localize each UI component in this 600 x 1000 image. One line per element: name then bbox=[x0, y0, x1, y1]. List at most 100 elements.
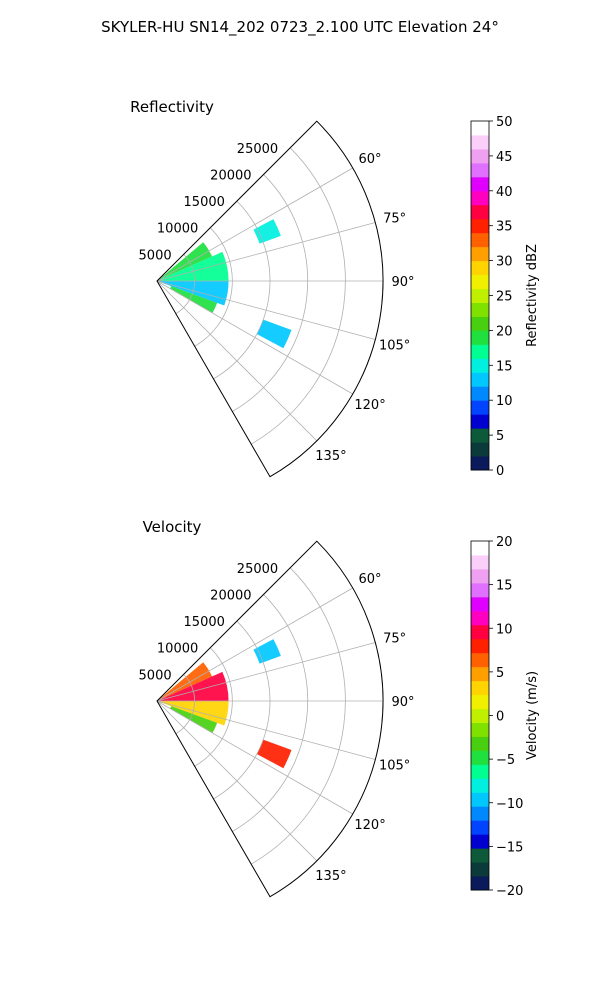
velocity-azimuth-tick-label: 120° bbox=[354, 818, 385, 833]
velocity-range-tick-label: 15000 bbox=[184, 615, 225, 630]
reflectivity-colorbar-tick-label: 35 bbox=[496, 220, 513, 235]
reflectivity-colorbar-swatch bbox=[471, 204, 489, 220]
velocity-title: Velocity bbox=[143, 518, 202, 536]
reflectivity-colorbar-tick-label: 0 bbox=[496, 464, 504, 479]
reflectivity-colorbar-tick-label: 20 bbox=[496, 324, 513, 339]
reflectivity-range-ring-0 bbox=[175, 254, 196, 314]
reflectivity-range-tick-label: 15000 bbox=[184, 195, 225, 210]
velocity-colorbar-swatch bbox=[471, 722, 489, 737]
velocity-colorbar-swatch bbox=[471, 680, 489, 696]
velocity-echo-region-4 bbox=[253, 639, 281, 664]
reflectivity-colorbar-tick-label: 45 bbox=[496, 150, 513, 165]
reflectivity-colorbar-tick-label: 5 bbox=[496, 429, 504, 444]
velocity-colorbar-swatch bbox=[471, 862, 489, 877]
velocity-azimuth-gridline-3 bbox=[156, 700, 376, 760]
reflectivity-colorbar-tick-label: 25 bbox=[496, 290, 513, 305]
velocity-azimuth-tick-label: 105° bbox=[379, 759, 410, 774]
reflectivity-range-tick-label: 25000 bbox=[237, 142, 278, 157]
reflectivity-azimuth-tick-label: 135° bbox=[315, 449, 346, 464]
velocity-azimuth-tick-label: 135° bbox=[315, 869, 346, 884]
reflectivity-sector-outline bbox=[156, 120, 384, 478]
velocity-colorbar-swatch bbox=[471, 876, 489, 891]
reflectivity-echo-region-4 bbox=[253, 219, 281, 244]
reflectivity-azimuth-gridline-0 bbox=[156, 167, 353, 282]
reflectivity-azimuth-gridline-1 bbox=[156, 222, 376, 282]
reflectivity-colorbar-swatch bbox=[471, 218, 489, 234]
velocity-azimuth-tick-label: 90° bbox=[391, 695, 414, 710]
reflectivity-azimuth-tick-label: 60° bbox=[359, 152, 382, 167]
figure-title: SKYLER-HU SN14_202 0723_2.100 UTC Elevat… bbox=[101, 18, 499, 37]
velocity-colorbar-swatch bbox=[471, 694, 489, 710]
velocity-colorbar-swatch bbox=[471, 610, 489, 626]
reflectivity-colorbar-swatch bbox=[471, 316, 489, 331]
reflectivity-colorbar-swatch bbox=[471, 428, 489, 443]
reflectivity-echo-region-1 bbox=[157, 251, 229, 281]
reflectivity-range-tick-label: 5000 bbox=[139, 248, 172, 263]
reflectivity-range-ring-1 bbox=[194, 227, 233, 347]
reflectivity-colorbar-swatch bbox=[471, 260, 489, 276]
reflectivity-azimuth-gridline-5 bbox=[156, 280, 318, 442]
reflectivity-colorbar-tick-label: 15 bbox=[496, 359, 513, 374]
reflectivity-azimuth-tick-label: 90° bbox=[391, 275, 414, 290]
reflectivity-colorbar-swatch bbox=[471, 372, 489, 387]
velocity-echo-region-1 bbox=[157, 671, 229, 701]
velocity-azimuth-tick-label: 60° bbox=[359, 572, 382, 587]
velocity-colorbar-swatch bbox=[471, 806, 489, 821]
velocity-colorbar-swatch bbox=[471, 708, 489, 723]
velocity-colorbar-tick-label: −10 bbox=[496, 797, 523, 812]
velocity-range-tick-label: 5000 bbox=[139, 668, 172, 683]
velocity-colorbar-tick-label: 15 bbox=[496, 579, 513, 594]
velocity-colorbar-swatch bbox=[471, 652, 489, 668]
velocity-colorbar-swatch bbox=[471, 638, 489, 654]
velocity-colorbar-swatch bbox=[471, 554, 489, 570]
velocity-panel: Velocity500010000150002000025000Meters60… bbox=[139, 518, 540, 899]
reflectivity-colorbar-swatch bbox=[471, 358, 489, 373]
reflectivity-colorbar-swatch bbox=[471, 162, 489, 178]
velocity-colorbar-swatch bbox=[471, 764, 489, 779]
reflectivity-colorbar-tick-label: 40 bbox=[496, 185, 513, 200]
reflectivity-colorbar-tick-label: 50 bbox=[496, 115, 513, 130]
velocity-azimuth-tick-label: 75° bbox=[383, 631, 406, 646]
reflectivity-colorbar-tick-label: 10 bbox=[496, 394, 513, 409]
reflectivity-azimuth-gridline-3 bbox=[156, 280, 376, 340]
reflectivity-colorbar-swatch bbox=[471, 288, 489, 303]
reflectivity-colorbar-swatch bbox=[471, 176, 489, 192]
reflectivity-colorbar-swatch bbox=[471, 330, 489, 345]
reflectivity-range-tick-label: 10000 bbox=[157, 222, 198, 237]
velocity-range-ring-2 bbox=[213, 620, 271, 800]
reflectivity-range-ring-3 bbox=[232, 174, 309, 412]
reflectivity-colorbar-swatch bbox=[471, 134, 489, 150]
velocity-azimuth-gridline-5 bbox=[156, 700, 318, 862]
reflectivity-echo-region-3 bbox=[170, 286, 218, 314]
velocity-azimuth-gridline-1 bbox=[156, 642, 376, 702]
velocity-echo-region-3 bbox=[170, 706, 218, 734]
reflectivity-colorbar-swatch bbox=[471, 190, 489, 206]
velocity-colorbar-swatch bbox=[471, 820, 489, 835]
reflectivity-colorbar-label: Reflectivity dBZ bbox=[525, 244, 540, 347]
reflectivity-echo-region-5 bbox=[256, 319, 292, 349]
velocity-range-tick-label: 10000 bbox=[157, 642, 198, 657]
reflectivity-range-tick-label: 20000 bbox=[210, 168, 251, 183]
reflectivity-colorbar-swatch bbox=[471, 400, 489, 415]
reflectivity-azimuth-gridline-4 bbox=[156, 280, 353, 395]
velocity-echo-region-0 bbox=[157, 662, 213, 701]
velocity-colorbar-tick-label: −15 bbox=[496, 840, 523, 855]
reflectivity-panel: Reflectivity500010000150002000025000Mete… bbox=[130, 98, 540, 479]
velocity-colorbar-swatch bbox=[471, 778, 489, 793]
velocity-range-ring-0 bbox=[175, 674, 196, 734]
velocity-colorbar-tick-label: 0 bbox=[496, 710, 504, 725]
velocity-range-ring-3 bbox=[232, 594, 309, 832]
reflectivity-colorbar-swatch bbox=[471, 442, 489, 457]
velocity-colorbar-swatch bbox=[471, 624, 489, 640]
reflectivity-colorbar-swatch bbox=[471, 386, 489, 401]
velocity-colorbar-label: Velocity (m/s) bbox=[525, 671, 540, 760]
velocity-colorbar-swatch bbox=[471, 568, 489, 584]
velocity-colorbar-tick-label: 20 bbox=[496, 535, 513, 550]
velocity-colorbar-tick-label: −20 bbox=[496, 884, 523, 899]
reflectivity-colorbar-swatch bbox=[471, 344, 489, 359]
reflectivity-azimuth-tick-label: 75° bbox=[383, 211, 406, 226]
reflectivity-azimuth-tick-label: 105° bbox=[379, 339, 410, 354]
reflectivity-colorbar-swatch bbox=[471, 148, 489, 164]
velocity-colorbar-swatch bbox=[471, 848, 489, 863]
